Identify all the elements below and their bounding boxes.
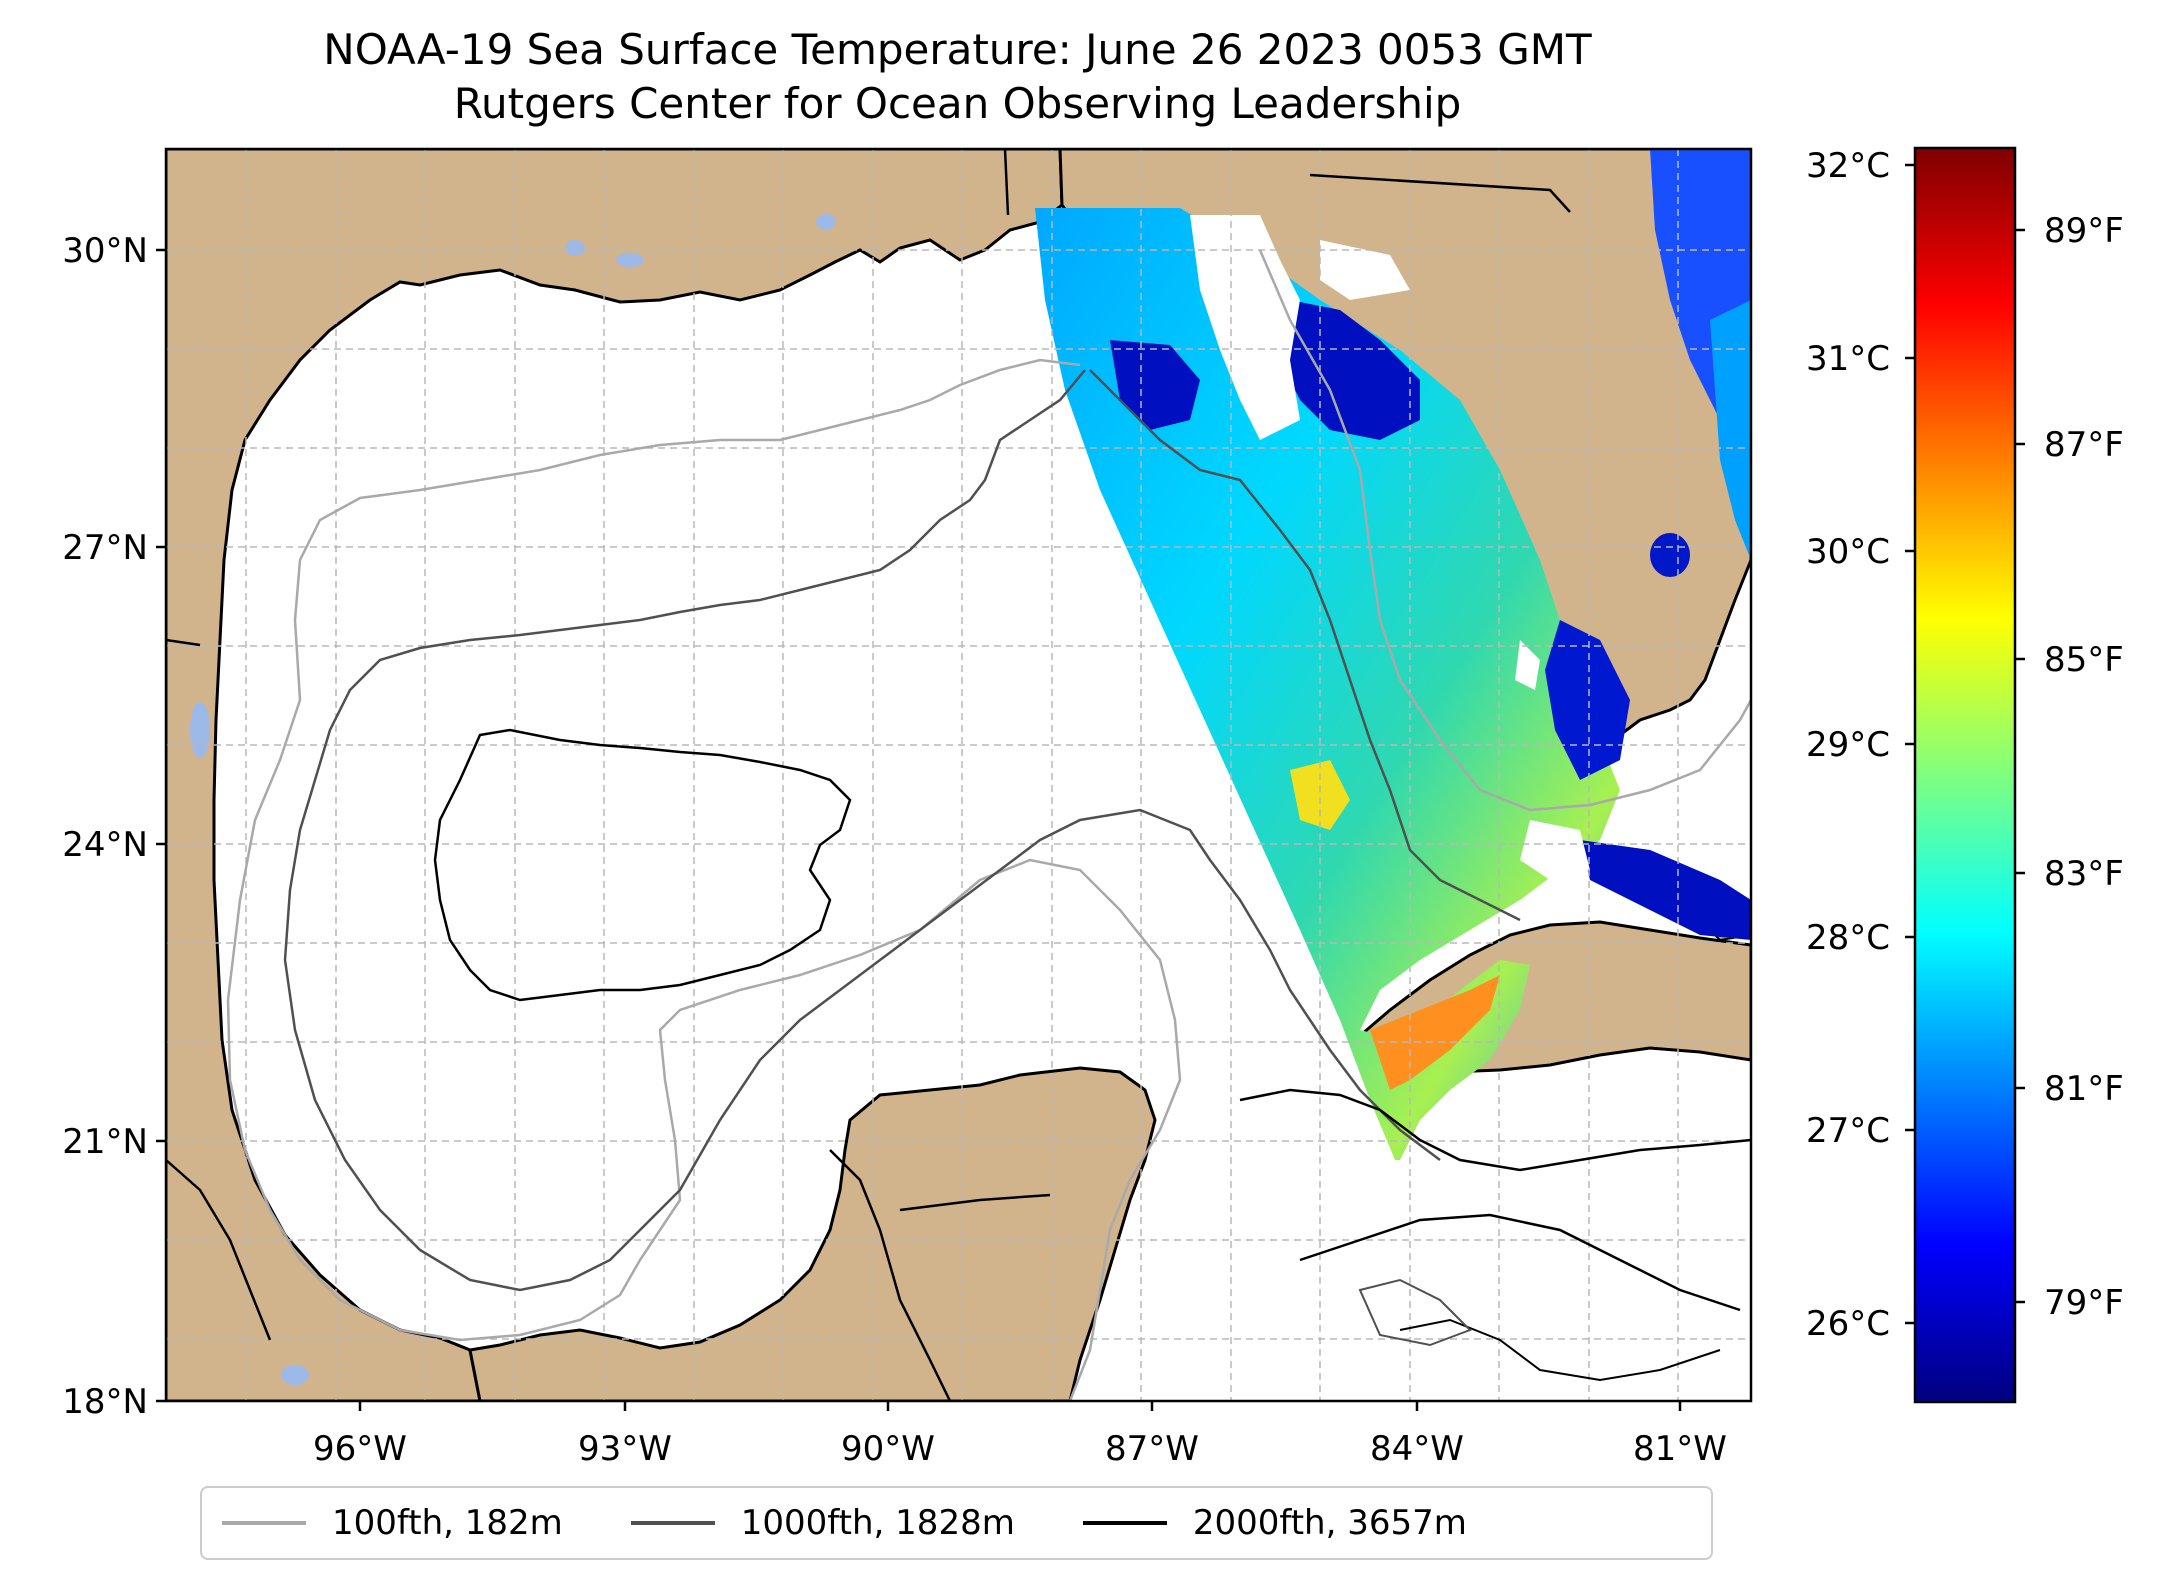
contour-1000fth — [283, 369, 1441, 1292]
sst-cool-patch — [1580, 840, 1751, 940]
sst-cool-patch — [1545, 620, 1630, 780]
lake-icon — [816, 214, 836, 230]
contour-100fth — [226, 358, 1182, 1401]
celsius-ticks — [1905, 163, 1915, 1325]
contour-2000fth — [1299, 1213, 1741, 1312]
cloud-mask — [1515, 640, 1540, 690]
lon-ticks — [358, 1401, 1682, 1411]
legend-item-2000fth: 2000fth, 3657m — [1082, 1503, 1467, 1543]
legend-line-icon — [1082, 1521, 1167, 1525]
lon-label: 96°W — [313, 1429, 407, 1469]
fahrenheit-label: 89°F — [2044, 211, 2124, 251]
celsius-label: 30°C — [1806, 532, 1890, 572]
fahrenheit-label: 79°F — [2044, 1283, 2124, 1323]
cloud-mask — [1520, 820, 1590, 880]
lake-okeechobee — [1650, 533, 1690, 577]
lon-label: 84°W — [1370, 1429, 1464, 1469]
legend-line-icon — [222, 1521, 306, 1525]
legend-item-1000fth: 1000fth, 1828m — [630, 1503, 1015, 1543]
contour-2000fth — [1239, 1088, 1751, 1172]
map-title: NOAA-19 Sea Surface Temperature: June 26… — [323, 25, 1592, 74]
contour-legend: 100fth, 182m 1000fth, 1828m 2000fth, 365… — [200, 1486, 1713, 1560]
lat-label: 18°N — [62, 1382, 148, 1422]
cloud-mask — [1190, 215, 1300, 440]
sst-cool-patch — [1280, 300, 1420, 440]
celsius-label: 28°C — [1806, 918, 1890, 958]
map-subtitle: Rutgers Center for Ocean Observing Leade… — [453, 79, 1462, 128]
sst-warm-patch — [1290, 760, 1350, 830]
celsius-label: 26°C — [1806, 1304, 1890, 1344]
lat-label: 24°N — [62, 825, 148, 865]
contour-100fth — [1258, 249, 1751, 812]
fahrenheit-label: 87°F — [2044, 425, 2124, 465]
fahrenheit-label: 83°F — [2044, 854, 2124, 894]
fahrenheit-label: 81°F — [2044, 1069, 2124, 1109]
contour-2000fth — [433, 728, 852, 1002]
legend-line-icon — [630, 1521, 715, 1525]
cloud-mask — [1320, 240, 1410, 300]
lake-icon — [565, 240, 585, 256]
contour-2000fth — [1399, 1318, 1721, 1382]
lat-label: 30°N — [62, 231, 148, 271]
lon-label: 90°W — [841, 1429, 935, 1469]
lon-label: 87°W — [1105, 1429, 1199, 1469]
sst-swath — [1035, 208, 1620, 1160]
political-borders — [166, 149, 1571, 1401]
celsius-label: 31°C — [1806, 339, 1890, 379]
lat-label: 27°N — [62, 528, 148, 568]
sst-east-strip — [1710, 300, 1751, 560]
fahrenheit-ticks — [2015, 228, 2025, 1304]
celsius-label: 27°C — [1806, 1111, 1890, 1151]
lon-label: 81°W — [1633, 1429, 1727, 1469]
legend-label: 100fth, 182m — [332, 1503, 563, 1543]
laguna-madre — [190, 702, 210, 758]
lat-label: 21°N — [62, 1122, 148, 1162]
legend-item-100fth: 100fth, 182m — [222, 1503, 563, 1543]
legend-label: 1000fth, 1828m — [740, 1503, 1015, 1543]
legend-label: 2000fth, 3657m — [1192, 1503, 1467, 1543]
colorbar — [1913, 146, 2017, 1404]
celsius-label: 29°C — [1806, 725, 1890, 765]
land-yucatan — [468, 1066, 1157, 1401]
lat-ticks — [156, 248, 166, 1403]
celsius-label: 32°C — [1806, 146, 1890, 186]
contour-1000fth — [1089, 369, 1521, 922]
lake-icon — [616, 253, 644, 267]
graticule — [166, 149, 1751, 1401]
land-us-gulf-coast — [166, 149, 1064, 1401]
sst-warm-patch — [1370, 975, 1500, 1090]
lon-label: 93°W — [578, 1429, 672, 1469]
contour-1000fth — [1358, 1278, 1472, 1347]
fahrenheit-label: 85°F — [2044, 640, 2124, 680]
sst-cool-patch — [1110, 340, 1200, 430]
lake-icon — [281, 1365, 309, 1385]
map-frame — [164, 147, 1753, 1403]
